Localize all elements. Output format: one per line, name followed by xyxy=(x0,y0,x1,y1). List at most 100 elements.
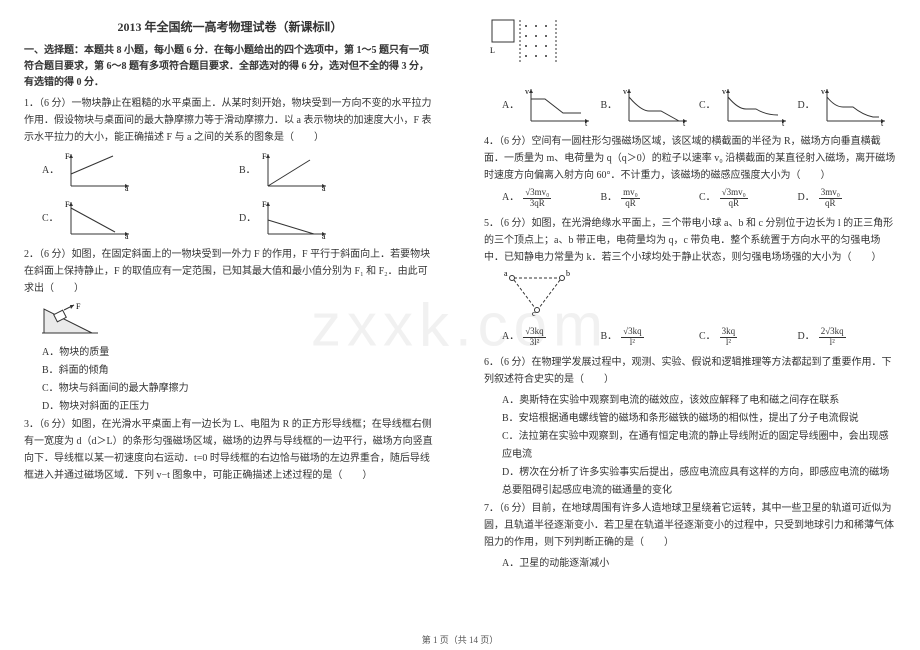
svg-text:t: t xyxy=(683,119,686,127)
left-column: 2013 年全国统一高考物理试卷（新课标Ⅱ） 一、选择题：本题共 8 小题，每小… xyxy=(0,0,460,650)
q3-opt-c: C． vt xyxy=(699,85,798,127)
q2-stem: 2．（6 分）如图，在固定斜面上的一物块受到一外力 F 的作用，F 平行于斜面向… xyxy=(24,246,436,297)
q3-opt-a-label: A． xyxy=(502,98,519,114)
svg-text:a: a xyxy=(322,232,326,240)
q5-b-label: B． xyxy=(601,329,618,345)
q1-opt-a-label: A． xyxy=(42,163,59,179)
q5-opt-c: C． 3kql² xyxy=(699,327,798,348)
svg-text:b: b xyxy=(566,270,570,278)
q4-stem: 4．（6 分）空间有一圆柱形匀强磁场区域，该区域的横截面的半径为 R，磁场方向垂… xyxy=(484,133,896,184)
q5-stem: 5．（6 分）如图，在光滑绝缘水平面上，三个带电小球 a、b 和 c 分别位于边… xyxy=(484,215,896,266)
q5-opt-d: D． 2√3kql² xyxy=(798,327,897,348)
q4-options: A． √3mv₀3qR B． mv₀qR C． √3mv₀qR D． 3mv₀q… xyxy=(484,188,896,209)
q1-options-row1: A． Fa B． Fa xyxy=(24,150,436,192)
svg-text:t: t xyxy=(585,119,588,127)
q3-opt-c-label: C． xyxy=(699,98,716,114)
svg-text:v: v xyxy=(623,87,627,96)
q5-c-label: C． xyxy=(699,329,716,345)
q5-opt-a: A． √3kq3l² xyxy=(502,327,601,348)
q4-frac-d: 3mv₀qR xyxy=(819,188,842,209)
q5-triangle-icon: a b c xyxy=(502,270,582,316)
q1-graph-d-icon: Fa xyxy=(260,198,330,240)
q4-frac-b: mv₀qR xyxy=(621,188,640,209)
svg-text:t: t xyxy=(782,119,785,127)
section-1-heading: 一、选择题：本题共 8 小题，每小题 6 分．在每小题给出的四个选项中，第 1～… xyxy=(24,43,436,91)
q7-options: A．卫星的动能逐渐减小 xyxy=(484,555,896,573)
q5-opt-b: B． √3kql² xyxy=(601,327,700,348)
q5-frac-a: √3kq3l² xyxy=(523,327,545,348)
q1-options-row2: C． Fa D． Fa xyxy=(24,198,436,240)
q1-opt-b: B． Fa xyxy=(239,150,436,192)
q2-opt-a: A．物块的质量 xyxy=(42,344,436,362)
q5-frac-d: 2√3kql² xyxy=(819,327,846,348)
q1-opt-b-label: B． xyxy=(239,163,256,179)
q4-opt-b: B． mv₀qR xyxy=(601,188,700,209)
svg-text:F: F xyxy=(65,200,70,209)
q7-stem: 7．（6 分）目前，在地球周围有许多人造地球卫星绕着它运转，其中一些卫星的轨道可… xyxy=(484,500,896,551)
svg-text:a: a xyxy=(125,232,129,240)
svg-text:c: c xyxy=(532,309,536,316)
q4-opt-c: C． √3mv₀qR xyxy=(699,188,798,209)
q6-stem: 6．（6 分）在物理学发展过程中，观测、实验、假说和逻辑推理等方法都起到了重要作… xyxy=(484,354,896,388)
svg-text:F: F xyxy=(262,200,267,209)
q3-opt-d-label: D． xyxy=(798,98,815,114)
q5-a-label: A． xyxy=(502,329,519,345)
q1-opt-a: A． Fa xyxy=(42,150,239,192)
q2-opt-b: B．斜面的倾角 xyxy=(42,362,436,380)
q1-graph-c-icon: Fa xyxy=(63,198,133,240)
svg-text:v: v xyxy=(722,87,726,96)
q3-opt-b: B． vt xyxy=(601,85,700,127)
q1-opt-d-label: D． xyxy=(239,211,256,227)
q2-incline-icon: F xyxy=(42,301,98,337)
svg-text:F: F xyxy=(65,152,70,161)
q5-frac-c: 3kql² xyxy=(720,327,738,348)
q7-opt-a: A．卫星的动能逐渐减小 xyxy=(502,555,896,573)
q3-graph-d-icon: vt xyxy=(819,85,889,127)
q4-c-label: C． xyxy=(699,190,716,206)
page-columns: 2013 年全国统一高考物理试卷（新课标Ⅱ） 一、选择题：本题共 8 小题，每小… xyxy=(0,0,920,650)
q4-frac-a: √3mv₀3qR xyxy=(523,188,551,209)
q5-frac-b: √3kql² xyxy=(621,327,643,348)
q4-a-label: A． xyxy=(502,190,519,206)
q3-stem: 3．（6 分）如图，在光滑水平桌面上有一边长为 L、电阻为 R 的正方形导线框；… xyxy=(24,416,436,484)
q1-opt-c-label: C． xyxy=(42,211,59,227)
q6-opt-c: C．法拉第在实验中观察到，在通有恒定电流的静止导线附近的固定导线圈中，会出现感应… xyxy=(502,428,896,464)
svg-text:L: L xyxy=(490,46,495,55)
q1-opt-c: C． Fa xyxy=(42,198,239,240)
right-column: L A． vt B． vt xyxy=(460,0,920,650)
q2-options: A．物块的质量 B．斜面的倾角 C．物块与斜面间的最大静摩擦力 D．物块对斜面的… xyxy=(24,344,436,416)
q3-graph-a-icon: vt xyxy=(523,85,593,127)
svg-text:t: t xyxy=(881,119,884,127)
q3-opt-d: D． vt xyxy=(798,85,897,127)
q3-graph-b-icon: vt xyxy=(621,85,691,127)
svg-text:a: a xyxy=(125,184,129,192)
q3-graph-c-icon: vt xyxy=(720,85,790,127)
q3-field-icon: L xyxy=(490,18,562,74)
q5-d-label: D． xyxy=(798,329,815,345)
q2-opt-c: C．物块与斜面间的最大静摩擦力 xyxy=(42,380,436,398)
q1-stem: 1．（6 分）一物块静止在粗糙的水平桌面上．从某时刻开始，物块受到一方向不变的水… xyxy=(24,95,436,146)
exam-title: 2013 年全国统一高考物理试卷（新课标Ⅱ） xyxy=(24,18,436,35)
q6-opt-d: D．楞次在分析了许多实验事实后提出，感应电流应具有这样的方向，即感应电流的磁场总… xyxy=(502,464,896,500)
svg-text:F: F xyxy=(262,152,267,161)
q1-opt-d: D． Fa xyxy=(239,198,436,240)
svg-text:v: v xyxy=(525,87,529,96)
svg-text:v: v xyxy=(821,87,825,96)
q5-options: A． √3kq3l² B． √3kql² C． 3kql² D． 2√3kql² xyxy=(484,327,896,348)
svg-text:a: a xyxy=(504,270,508,278)
q4-frac-c: √3mv₀qR xyxy=(720,188,748,209)
q2-opt-d: D．物块对斜面的正压力 xyxy=(42,398,436,416)
q3-options: A． vt B． vt C． vt xyxy=(484,85,896,127)
q1-graph-b-icon: Fa xyxy=(260,150,330,192)
q3-opt-b-label: B． xyxy=(601,98,618,114)
q6-opt-a: A．奥斯特在实验中观察到电流的磁效应，该效应解释了电和磁之间存在联系 xyxy=(502,392,896,410)
q4-opt-d: D． 3mv₀qR xyxy=(798,188,897,209)
q4-b-label: B． xyxy=(601,190,618,206)
svg-text:a: a xyxy=(322,184,326,192)
q4-d-label: D． xyxy=(798,190,815,206)
q6-options: A．奥斯特在实验中观察到电流的磁效应，该效应解释了电和磁之间存在联系 B．安培根… xyxy=(484,392,896,500)
q3-opt-a: A． vt xyxy=(502,85,601,127)
q4-opt-a: A． √3mv₀3qR xyxy=(502,188,601,209)
q1-graph-a-icon: Fa xyxy=(63,150,133,192)
q6-opt-b: B．安培根据通电螺线管的磁场和条形磁铁的磁场的相似性，提出了分子电流假说 xyxy=(502,410,896,428)
